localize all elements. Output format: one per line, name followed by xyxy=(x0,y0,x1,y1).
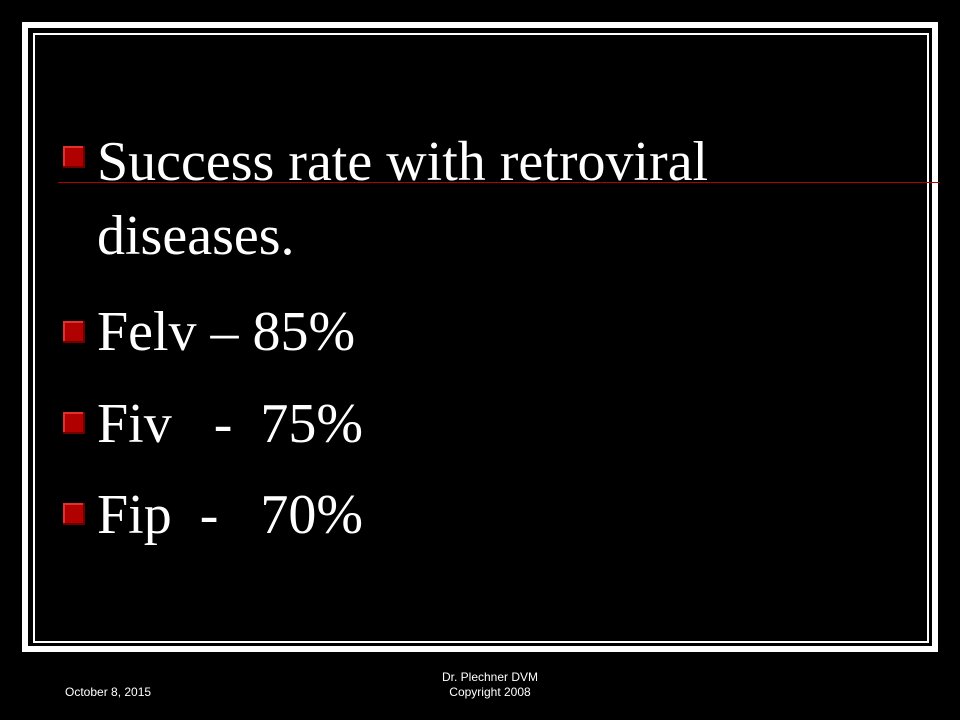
bullet-icon xyxy=(63,321,85,343)
bullet-icon xyxy=(63,412,85,434)
footer-copyright: Copyright 2008 xyxy=(449,685,531,699)
bullet-icon xyxy=(63,146,85,168)
bullet-text: Fip - 70% xyxy=(97,484,363,546)
frame xyxy=(22,22,938,652)
footer-date: October 8, 2015 xyxy=(65,685,152,699)
bullet-text: Felv – 85% xyxy=(97,301,356,363)
rule xyxy=(58,182,940,183)
bullet-text: Success rate with retroviral diseases. xyxy=(97,131,709,267)
bullet-icon xyxy=(63,503,85,525)
footer-author: Dr. Plechner DVM xyxy=(441,670,539,684)
bullet-text: Fiv - 75% xyxy=(97,393,363,455)
frame xyxy=(33,33,929,643)
